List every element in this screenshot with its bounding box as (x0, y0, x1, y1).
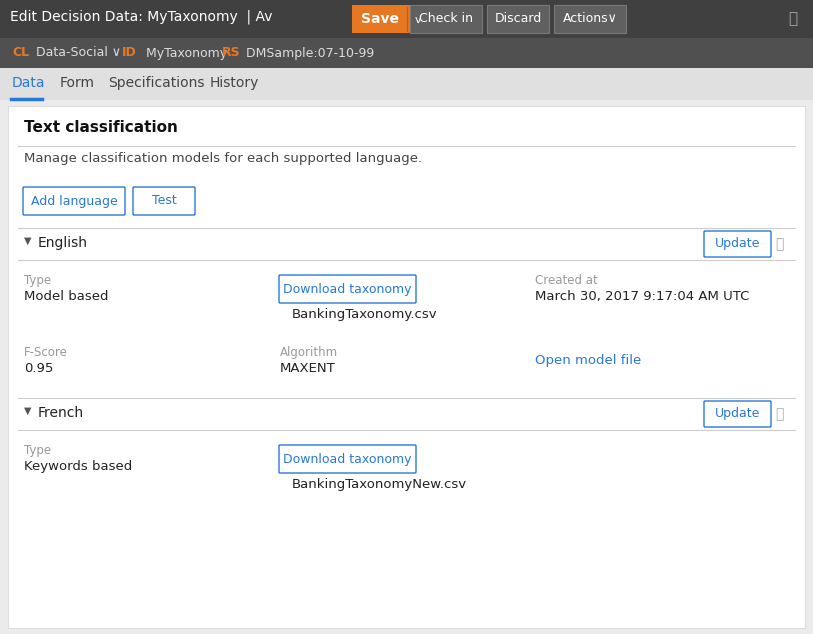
Text: Update: Update (715, 408, 760, 420)
Bar (410, 5, 482, 33)
Bar (352, 5, 407, 33)
Text: BankingTaxonomy.csv: BankingTaxonomy.csv (292, 308, 437, 321)
FancyBboxPatch shape (279, 275, 416, 303)
Text: Data-Social ∨: Data-Social ∨ (28, 46, 121, 60)
Text: DMSample:07-10-99: DMSample:07-10-99 (238, 46, 374, 60)
Text: Manage classification models for each supported language.: Manage classification models for each su… (24, 152, 422, 165)
Text: Open model file: Open model file (535, 354, 641, 367)
Text: 0.95: 0.95 (24, 362, 54, 375)
Text: v: v (415, 15, 421, 25)
FancyBboxPatch shape (704, 401, 771, 427)
Text: Test: Test (152, 195, 176, 207)
Bar (407, 5, 429, 33)
Text: Update: Update (715, 238, 760, 250)
Text: 🗑: 🗑 (775, 237, 784, 251)
Text: Type: Type (24, 444, 51, 457)
Text: CL: CL (12, 46, 29, 60)
Text: 🗑: 🗑 (775, 407, 784, 421)
Text: Text classification: Text classification (24, 120, 178, 135)
Text: ▼: ▼ (24, 406, 32, 416)
Text: Download taxonomy: Download taxonomy (283, 283, 411, 295)
Bar (8, 106, 805, 628)
FancyBboxPatch shape (279, 445, 416, 473)
Text: Edit Decision Data: MyTaxonomy  | Av: Edit Decision Data: MyTaxonomy | Av (10, 10, 272, 25)
Bar (487, 5, 549, 33)
Text: ID: ID (122, 46, 137, 60)
Text: French: French (38, 406, 84, 420)
Bar (0, 0, 813, 38)
FancyBboxPatch shape (23, 187, 125, 215)
Text: Model based: Model based (24, 290, 108, 303)
Text: Save: Save (360, 12, 398, 26)
Text: Download taxonomy: Download taxonomy (283, 453, 411, 465)
Text: Discard: Discard (494, 13, 541, 25)
Bar (0, 38, 813, 68)
Text: Add language: Add language (31, 195, 117, 207)
Bar (0, 100, 813, 634)
Text: ▼: ▼ (24, 236, 32, 246)
Text: Created at: Created at (535, 274, 598, 287)
Text: Check in: Check in (419, 13, 473, 25)
Text: Type: Type (24, 274, 51, 287)
FancyBboxPatch shape (133, 187, 195, 215)
Text: History: History (210, 76, 259, 90)
Text: RS: RS (222, 46, 241, 60)
Text: MAXENT: MAXENT (280, 362, 336, 375)
Text: Keywords based: Keywords based (24, 460, 133, 473)
Text: BankingTaxonomyNew.csv: BankingTaxonomyNew.csv (292, 478, 467, 491)
Text: ⓧ: ⓧ (789, 11, 798, 27)
Text: MyTaxonomy: MyTaxonomy (138, 46, 227, 60)
FancyBboxPatch shape (704, 231, 771, 257)
Text: English: English (38, 236, 88, 250)
Text: Data: Data (12, 76, 46, 90)
Text: Actions∨: Actions∨ (563, 13, 617, 25)
Text: Form: Form (60, 76, 95, 90)
Text: March 30, 2017 9:17:04 AM UTC: March 30, 2017 9:17:04 AM UTC (535, 290, 750, 303)
Text: F-Score: F-Score (24, 346, 67, 359)
Bar (0, 68, 813, 100)
Bar (554, 5, 626, 33)
Text: Specifications: Specifications (108, 76, 205, 90)
Text: Algorithm: Algorithm (280, 346, 338, 359)
